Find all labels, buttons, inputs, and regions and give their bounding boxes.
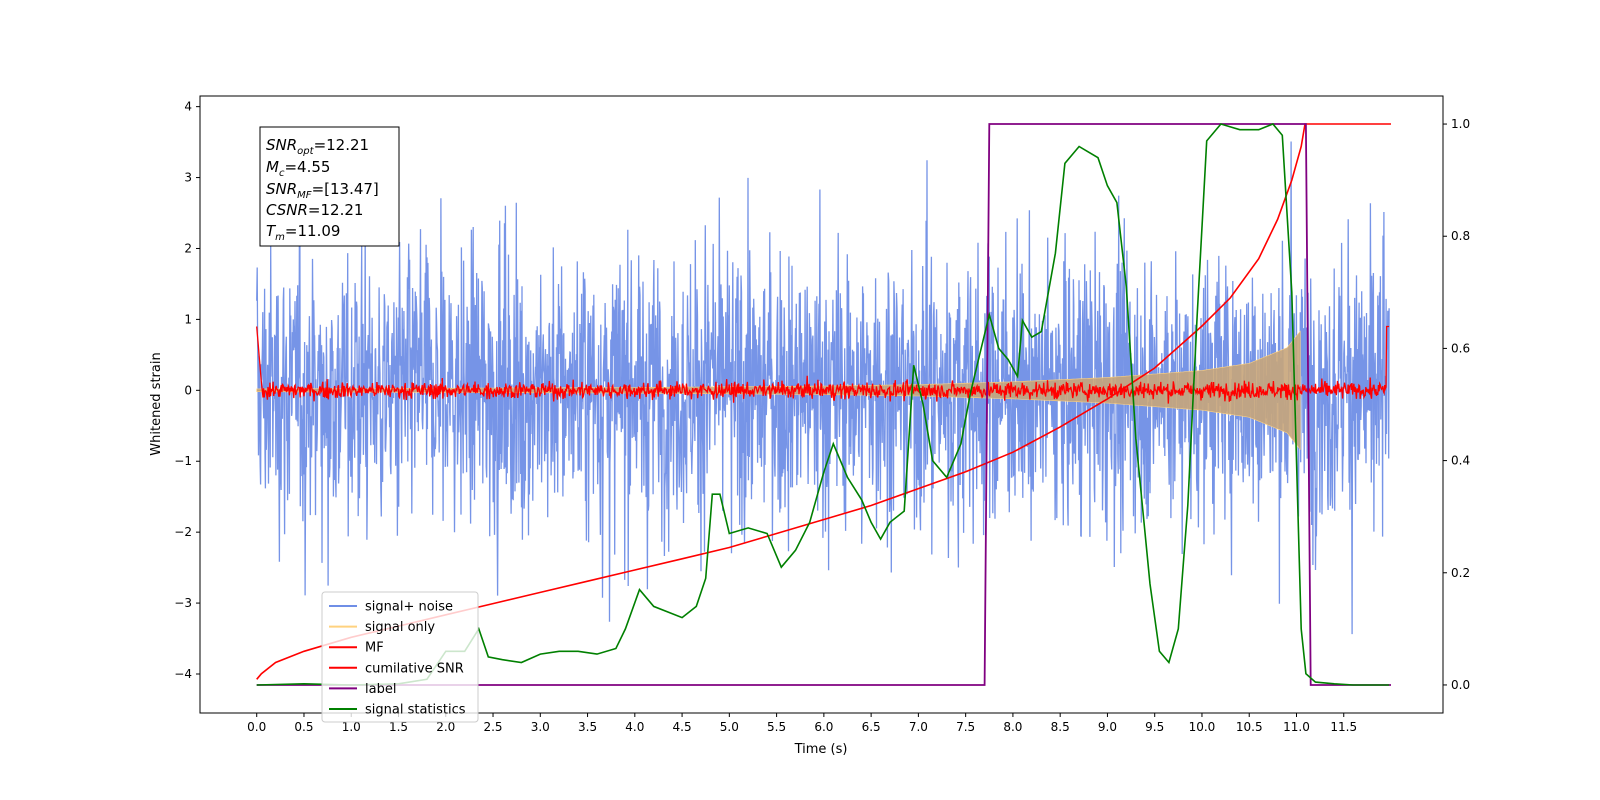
annotation-snr-opt-value: =12.21 [314, 136, 370, 154]
annotation-snr-opt: SNRopt=12.21 [266, 136, 369, 157]
x-tick-label: 10.5 [1236, 720, 1263, 734]
legend-label: signal+ noise [365, 600, 453, 615]
x-tick-label: 9.5 [1145, 720, 1164, 734]
legend: signal+ noise signal only MF cumilative SNR… [321, 591, 479, 723]
annotation-tm: Tm=11.09 [266, 222, 340, 243]
annotation-tm-sub: m [275, 232, 285, 243]
x-tick-label: 6.5 [862, 720, 881, 734]
x-tick-label: 11.5 [1330, 720, 1357, 734]
legend-frame [321, 591, 479, 723]
series-mf [256, 325, 1390, 404]
annotation-mc-name: M [266, 158, 279, 176]
x-tick-label: 4.0 [625, 720, 644, 734]
annotation-box: SNRopt=12.21 Mc=4.55 SNRMF=[13.47] CSNR=… [259, 126, 400, 247]
annotation-csnr: CSNR=12.21 [266, 201, 363, 219]
x-tick-label: 5.0 [720, 720, 739, 734]
x-tick-label: 7.5 [956, 720, 975, 734]
annotation-mc-value: =4.55 [284, 158, 330, 176]
x-tick-label: 6.0 [814, 720, 833, 734]
y-tick-label: 1 [184, 312, 192, 326]
y-tick-label: −1 [174, 454, 192, 468]
y-tick-label: 0 [184, 383, 192, 397]
y2-tick-label: 0.6 [1451, 341, 1470, 355]
x-tick-label: 1.0 [342, 720, 361, 734]
annotation-mc-sub: c [279, 168, 285, 179]
x-tick-label: 2.0 [436, 720, 455, 734]
x-tick-label: 5.5 [767, 720, 786, 734]
legend-label: signal statistics [365, 703, 466, 718]
annotation-snr-mf-name: SNR [266, 180, 297, 198]
x-tick-label: 4.5 [673, 720, 692, 734]
plot-frame [199, 95, 1444, 714]
x-tick-label: 0.5 [294, 720, 313, 734]
annotation-csnr-name: CSNR [266, 201, 308, 219]
y2-tick-label: 0.2 [1451, 566, 1470, 580]
x-axis-label: Time (s) [794, 742, 848, 757]
x-tick-label: 10.0 [1189, 720, 1216, 734]
y2-tick-label: 0.0 [1451, 678, 1470, 692]
annotation-snr-mf: SNRMF=[13.47] [266, 180, 379, 201]
annotation-snr-mf-value: =[13.47] [312, 180, 379, 198]
series-signal-noise [256, 141, 1390, 635]
x-tick-label: 8.0 [1003, 720, 1022, 734]
legend-label: cumilative SNR [365, 661, 464, 676]
y-tick-label: −2 [174, 525, 192, 539]
x-tick-label: 8.5 [1051, 720, 1070, 734]
x-tick-label: 9.0 [1098, 720, 1117, 734]
annotation-snr-opt-sub: opt [297, 146, 314, 157]
annotation-snr-mf-sub: MF [297, 190, 312, 201]
y-tick-label: 4 [184, 100, 192, 114]
annotation-snr-opt-name: SNR [266, 136, 297, 154]
annotation-tm-value: =11.09 [285, 222, 341, 240]
annotation-box-frame [259, 126, 400, 247]
y2-tick-label: 0.4 [1451, 454, 1470, 468]
y-tick-label: −3 [174, 596, 192, 610]
x-tick-label: 3.5 [578, 720, 597, 734]
series-label [256, 123, 1391, 686]
x-tick-label: 1.5 [389, 720, 408, 734]
y-tick-label: −4 [174, 667, 192, 681]
y-axis-label: Whitened strain [149, 352, 164, 455]
x-tick-label: 11.0 [1283, 720, 1310, 734]
series-signal-statistics [256, 123, 1390, 686]
y-tick-label: 2 [184, 241, 192, 255]
annotation-csnr-value: =12.21 [308, 201, 364, 219]
annotation-mc: Mc=4.55 [266, 158, 330, 179]
annotation-tm-name: T [266, 222, 277, 240]
x-tick-label: 0.0 [247, 720, 266, 734]
x-tick-label: 3.0 [531, 720, 550, 734]
y2-tick-label: 1.0 [1451, 117, 1470, 131]
legend-label: signal only [365, 620, 435, 635]
y2-tick-label: 0.8 [1451, 229, 1470, 243]
legend-label: label [365, 682, 396, 697]
y-tick-label: 3 [184, 171, 192, 185]
x-tick-label: 2.5 [483, 720, 502, 734]
x-tick-label: 7.0 [909, 720, 928, 734]
legend-label: MF [365, 641, 384, 656]
